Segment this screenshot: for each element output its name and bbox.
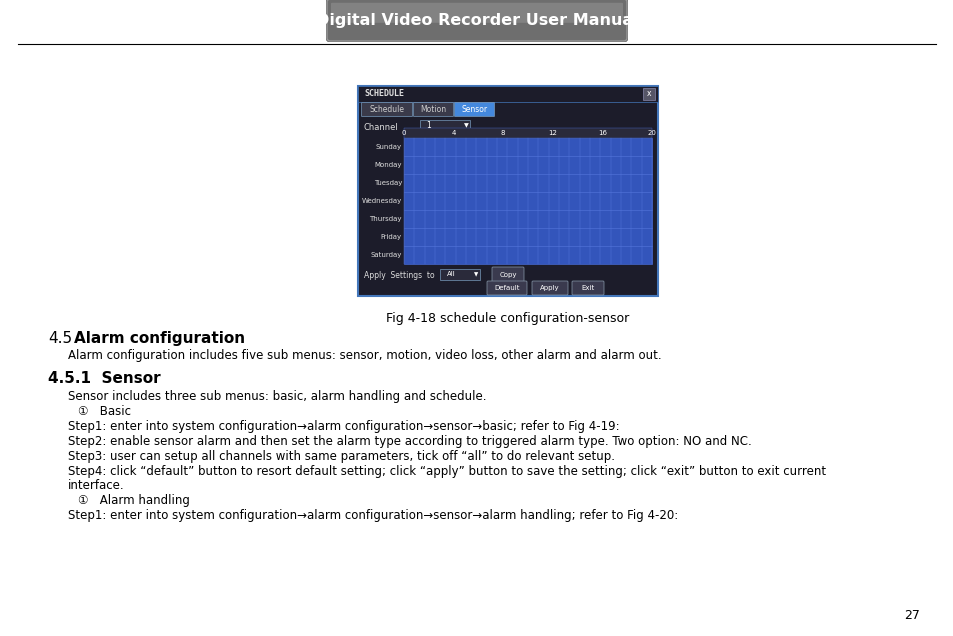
FancyBboxPatch shape xyxy=(572,281,603,295)
FancyBboxPatch shape xyxy=(492,267,523,282)
Bar xyxy=(403,128,651,138)
Text: x: x xyxy=(646,90,651,99)
Text: Wednesday: Wednesday xyxy=(361,198,401,204)
Bar xyxy=(403,138,651,264)
Text: Sensor includes three sub menus: basic, alarm handling and schedule.: Sensor includes three sub menus: basic, … xyxy=(68,390,486,403)
Text: Thursday: Thursday xyxy=(369,216,401,222)
Text: Step1: enter into system configuration→alarm configuration→sensor→alarm handling: Step1: enter into system configuration→a… xyxy=(68,509,678,522)
Text: Alarm configuration includes five sub menus: sensor, motion, video loss, other a: Alarm configuration includes five sub me… xyxy=(68,349,661,362)
Text: ▼: ▼ xyxy=(474,272,477,277)
Text: Sunday: Sunday xyxy=(375,144,401,150)
Text: Tuesday: Tuesday xyxy=(374,180,401,186)
Bar xyxy=(357,86,658,102)
Text: Apply  Settings  to: Apply Settings to xyxy=(364,270,435,279)
FancyBboxPatch shape xyxy=(327,0,626,41)
Text: Schedule: Schedule xyxy=(369,105,404,114)
Text: 0: 0 xyxy=(401,130,406,136)
Text: ①   Alarm handling: ① Alarm handling xyxy=(78,494,190,507)
Text: Friday: Friday xyxy=(380,234,401,240)
Text: Saturday: Saturday xyxy=(370,252,401,258)
Text: ▼: ▼ xyxy=(463,123,468,128)
Text: Step2: enable sensor alarm and then set the alarm type according to triggered al: Step2: enable sensor alarm and then set … xyxy=(68,435,751,448)
FancyBboxPatch shape xyxy=(326,0,627,42)
Text: Exit: Exit xyxy=(580,285,594,291)
Text: Step1: enter into system configuration→alarm configuration→sensor→basic; refer t: Step1: enter into system configuration→a… xyxy=(68,420,619,433)
Bar xyxy=(357,86,658,296)
FancyBboxPatch shape xyxy=(331,3,622,23)
FancyBboxPatch shape xyxy=(454,102,494,116)
Text: Default: Default xyxy=(494,285,519,291)
Text: 16: 16 xyxy=(598,130,606,136)
Text: Alarm configuration: Alarm configuration xyxy=(74,331,245,346)
Text: Step4: click “default” button to resort default setting; click “apply” button to: Step4: click “default” button to resort … xyxy=(68,465,825,478)
Text: 8: 8 xyxy=(500,130,505,136)
Text: Channel: Channel xyxy=(364,123,398,132)
Text: 20: 20 xyxy=(647,130,656,136)
Text: Step3: user can setup all channels with same parameters, tick off “all” to do re: Step3: user can setup all channels with … xyxy=(68,450,615,463)
Text: 12: 12 xyxy=(548,130,557,136)
Text: SCHEDULE: SCHEDULE xyxy=(364,90,403,99)
Text: Copy: Copy xyxy=(498,272,517,277)
FancyBboxPatch shape xyxy=(486,281,526,295)
Text: Sensor: Sensor xyxy=(461,105,487,114)
Bar xyxy=(419,120,470,132)
Bar xyxy=(439,269,479,280)
Text: 27: 27 xyxy=(903,609,919,622)
Text: All: All xyxy=(447,272,456,277)
Text: Digital Video Recorder User Manual: Digital Video Recorder User Manual xyxy=(315,13,638,27)
Text: interface.: interface. xyxy=(68,479,125,492)
Text: ①   Basic: ① Basic xyxy=(78,405,131,418)
FancyBboxPatch shape xyxy=(413,102,453,116)
Text: 4: 4 xyxy=(451,130,456,136)
Text: Apply: Apply xyxy=(539,285,559,291)
Text: Motion: Motion xyxy=(420,105,446,114)
Bar xyxy=(642,88,655,100)
Text: 4.5.1  Sensor: 4.5.1 Sensor xyxy=(48,371,160,386)
FancyBboxPatch shape xyxy=(361,102,412,116)
Text: 4.5: 4.5 xyxy=(48,331,72,346)
Text: Monday: Monday xyxy=(375,162,401,168)
Text: 1: 1 xyxy=(426,121,431,130)
Text: Fig 4-18 schedule configuration-sensor: Fig 4-18 schedule configuration-sensor xyxy=(386,312,629,325)
FancyBboxPatch shape xyxy=(532,281,567,295)
